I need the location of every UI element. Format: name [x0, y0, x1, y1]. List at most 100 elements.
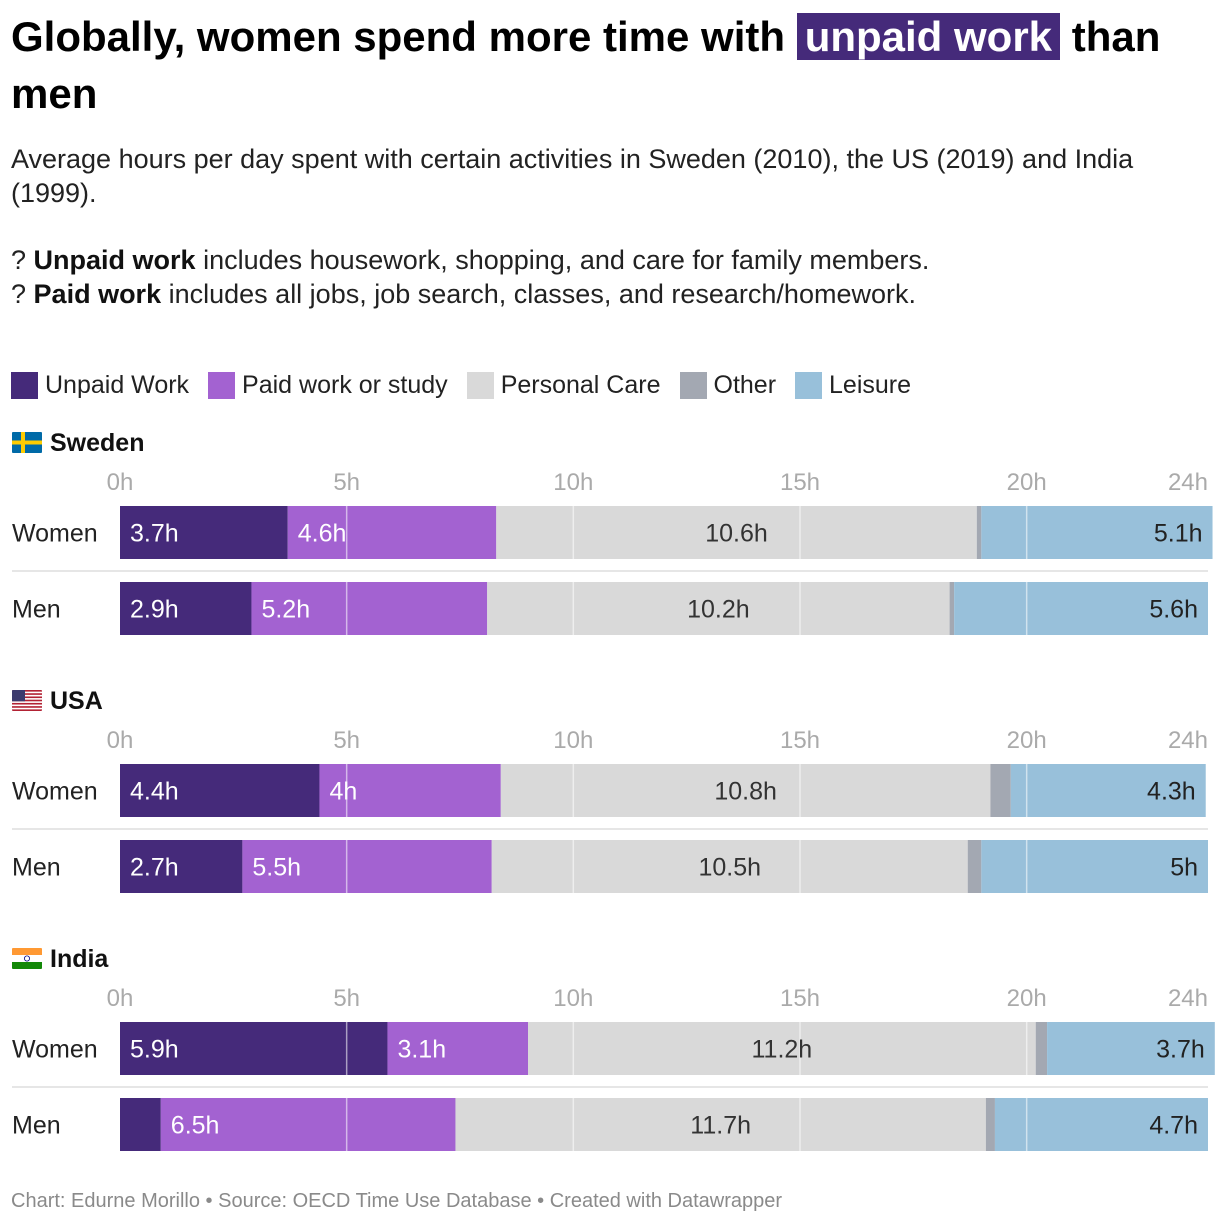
india-men-value-label: 6.5h	[171, 1112, 220, 1140]
chart-footer: Chart: Edurne Morillo • Source: OECD Tim…	[11, 1190, 782, 1213]
india-women-value-label: 11.2h	[752, 1036, 813, 1064]
india-tick-label: 5h	[333, 985, 360, 1012]
sweden-men-value-label: 5.2h	[261, 596, 310, 624]
footer-separator: •	[205, 1190, 213, 1212]
sweden-women-bar-paid-work-or-study	[287, 506, 497, 559]
footer-source: Source: OECD Time Use Database	[218, 1190, 532, 1212]
note-bullet: ?	[11, 279, 27, 309]
usa-flag-icon	[12, 690, 42, 711]
usa-men-value-label: 2.7h	[130, 854, 179, 882]
note-unpaid-work: ? Unpaid work includes housework, shoppi…	[11, 243, 1201, 277]
sweden-men-bar-unpaid-work	[120, 582, 252, 635]
sweden-men-bar-personal-care	[487, 582, 950, 635]
india-tick-label: 10h	[553, 985, 593, 1012]
sweden-women-bar-leisure	[981, 506, 1213, 559]
sweden-women-row-label: Women	[12, 520, 98, 548]
india-women-bar-paid-work-or-study	[387, 1022, 528, 1075]
usa-men-value-label: 5h	[1170, 854, 1198, 882]
usa-men-bar-paid-work-or-study	[242, 840, 492, 893]
india-women-value-label: 5.9h	[130, 1036, 179, 1064]
usa-men-bar-leisure	[981, 840, 1208, 893]
legend-label: Paid work or study	[242, 370, 448, 399]
sweden-tick-label: 10h	[553, 469, 593, 496]
india-tick-label: 0h	[107, 985, 134, 1012]
india-men-row-label: Men	[12, 1112, 61, 1140]
chart-legend: Unpaid Work Paid work or study Personal …	[11, 368, 930, 402]
legend-item-personal-care: Personal Care	[466, 370, 661, 400]
stacked-bar-chart: 0h 5h 10h 15h 20h 24h Women 3.7h 4.6h 10.6h 5.1h Me…	[12, 469, 1215, 1151]
legend-label: Unpaid Work	[45, 370, 190, 399]
usa-women-bar-leisure	[1010, 764, 1206, 817]
usa-tick-label: 15h	[780, 727, 820, 754]
chart-subtitle: Average hours per day spent with certain…	[11, 144, 1134, 208]
india-men-bar-leisure	[994, 1098, 1208, 1151]
usa-tick-label: 24h	[1168, 727, 1208, 754]
india-tick-label: 24h	[1168, 985, 1208, 1012]
usa-women-bar-personal-care	[500, 764, 991, 817]
india-women-bar-other	[1035, 1022, 1048, 1075]
usa-men-bar-other	[967, 840, 982, 893]
title-highlight: unpaid work	[796, 13, 1061, 60]
legend-swatch	[11, 371, 38, 399]
sweden-women-value-label: 4.6h	[298, 520, 347, 548]
legend-item-other: Other	[679, 370, 777, 400]
usa-tick-label: 0h	[107, 727, 134, 754]
legend-swatch	[208, 371, 236, 399]
usa-women-row-label: Women	[12, 778, 98, 806]
usa-women-bar-unpaid-work	[120, 764, 320, 817]
usa-tick-label: 5h	[333, 727, 360, 754]
usa-women-bar-paid-work-or-study	[319, 764, 501, 817]
usa-men-bar-personal-care	[491, 840, 968, 893]
india-women-row-label: Women	[12, 1036, 98, 1064]
india-women-value-label: 3.7h	[1156, 1036, 1205, 1064]
sweden-women-bar-other	[976, 506, 982, 559]
sweden-men-value-label: 10.2h	[687, 596, 750, 624]
usa-women-value-label: 10.8h	[714, 778, 777, 806]
legend-label: Other	[713, 370, 777, 399]
footer-credit: Chart: Edurne Morillo	[11, 1190, 200, 1212]
legend-label: Leisure	[829, 370, 912, 399]
usa-women-value-label: 4h	[329, 778, 357, 806]
sweden-women-value-label: 5.1h	[1154, 520, 1203, 548]
legend-swatch	[795, 371, 823, 399]
usa-men-value-label: 5.5h	[252, 854, 301, 882]
legend-item-unpaid-work: Unpaid Work	[11, 371, 189, 400]
sweden-tick-label: 0h	[107, 469, 134, 496]
sweden-men-value-label: 2.9h	[130, 596, 179, 624]
sweden-tick-label: 5h	[333, 469, 360, 496]
india-women-bar-leisure	[1047, 1022, 1215, 1075]
title-text-before: Globally, women spend more time with	[11, 13, 786, 60]
sweden-women-value-label: 10.6h	[705, 520, 768, 548]
india-women-bar-unpaid-work	[120, 1022, 388, 1075]
india-men-value-label: 4.7h	[1149, 1112, 1198, 1140]
legend-item-leisure: Leisure	[795, 371, 911, 400]
india-women-value-label: 3.1h	[397, 1036, 446, 1064]
sweden-tick-label: 20h	[1007, 469, 1047, 496]
sweden-women-bar-unpaid-work	[120, 506, 288, 559]
india-men-bar-other	[985, 1098, 995, 1151]
india-women-bar-personal-care	[528, 1022, 1036, 1075]
sweden-flag-icon	[12, 432, 42, 453]
india-men-bar-unpaid-work	[120, 1098, 161, 1151]
country-heading-usa: USA	[50, 687, 103, 715]
sweden-tick-label: 15h	[780, 469, 820, 496]
sweden-men-bar-leisure	[954, 582, 1208, 635]
india-tick-label: 20h	[1007, 985, 1047, 1012]
legend-label: Personal Care	[500, 370, 661, 399]
country-heading-india: India	[50, 945, 109, 973]
note-paid-work: ? Paid work includes all jobs, job searc…	[11, 277, 1201, 311]
note-term: Paid work	[33, 279, 162, 309]
usa-men-bar-unpaid-work	[120, 840, 243, 893]
note-bullet: ?	[11, 245, 27, 275]
india-flag-icon	[12, 948, 42, 969]
note-text: includes housework, shopping, and care f…	[203, 245, 930, 275]
india-men-value-label: 11.7h	[690, 1112, 751, 1140]
usa-women-value-label: 4.4h	[130, 778, 179, 806]
india-tick-label: 15h	[780, 985, 820, 1012]
footer-created: Created with Datawrapper	[549, 1190, 783, 1212]
sweden-tick-label: 24h	[1168, 469, 1208, 496]
usa-tick-label: 10h	[553, 727, 593, 754]
sweden-men-value-label: 5.6h	[1149, 596, 1198, 624]
india-men-bar-paid-work-or-study	[160, 1098, 456, 1151]
usa-women-bar-other	[990, 764, 1011, 817]
